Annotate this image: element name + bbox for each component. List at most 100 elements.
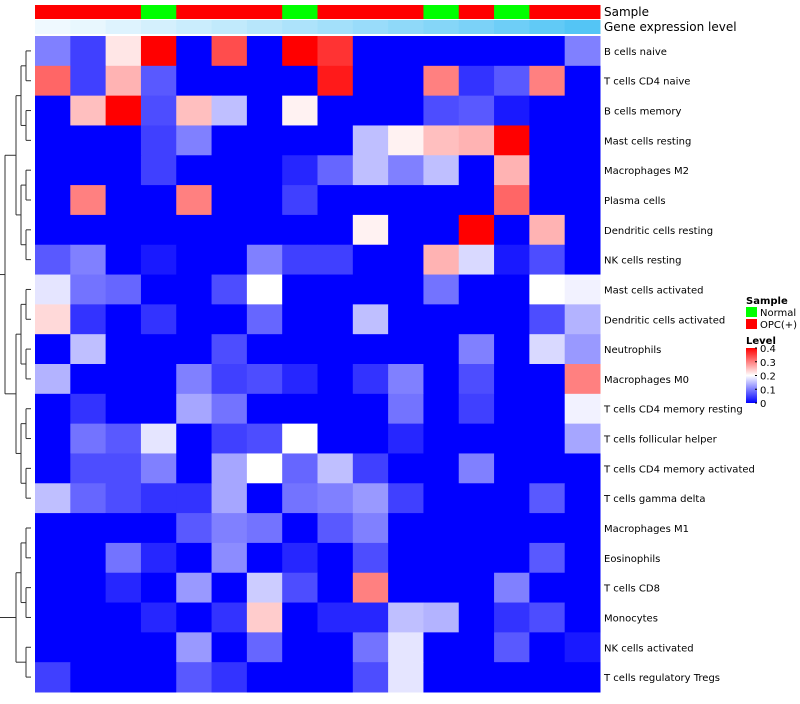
- legend-sample-title: Sample: [746, 296, 788, 307]
- heatmap-cell: [352, 393, 389, 425]
- heatmap-cell: [564, 274, 601, 305]
- heatmap-cell: [35, 244, 71, 276]
- heatmap-cell: [211, 602, 248, 633]
- expression-cell: [35, 20, 71, 34]
- sample-cell: [564, 5, 601, 19]
- heatmap-cell: [317, 214, 354, 246]
- heatmap-cell: [211, 483, 248, 514]
- heatmap-cell: [70, 274, 107, 305]
- heatmap-cell: [564, 65, 601, 97]
- heatmap-cell: [494, 542, 530, 574]
- heatmap-cell: [176, 364, 213, 395]
- heatmap-cell: [564, 244, 601, 276]
- heatmap-cell: [494, 36, 530, 67]
- heatmap-cell: [494, 393, 530, 425]
- legend-swatch-opc: [746, 319, 757, 329]
- heatmap-cell: [388, 214, 424, 246]
- heatmap-cell: [211, 214, 248, 246]
- legend-tick-label: 0.1: [760, 385, 776, 396]
- heatmap-cell: [246, 602, 283, 633]
- heatmap-cell: [105, 393, 142, 425]
- heatmap-cell: [494, 214, 530, 246]
- heatmap-cell: [317, 513, 354, 544]
- heatmap-cell: [246, 155, 283, 186]
- heatmap-cell: [282, 513, 318, 544]
- heatmap-cell: [70, 304, 107, 335]
- heatmap-cell: [317, 483, 354, 514]
- heatmap-cell: [70, 393, 107, 425]
- heatmap-cell: [246, 185, 283, 216]
- heatmap-cell: [494, 274, 530, 305]
- heatmap-cell: [70, 572, 107, 604]
- heatmap-cell: [352, 453, 389, 484]
- heatmap-cell: [317, 602, 354, 633]
- heatmap-cell: [423, 65, 460, 97]
- heatmap-cell: [211, 125, 248, 156]
- heatmap-cell: [352, 274, 389, 305]
- sample-cell: [494, 5, 530, 19]
- heatmap-cell: [317, 185, 354, 216]
- heatmap-cell: [105, 214, 142, 246]
- heatmap-cell: [140, 36, 177, 67]
- heatmap-cell: [317, 95, 354, 126]
- heatmap-cell: [211, 274, 248, 305]
- heatmap-cell: [564, 95, 601, 126]
- heatmap-cell: [176, 542, 213, 574]
- heatmap-cell: [35, 65, 71, 97]
- heatmap-cell: [282, 632, 318, 663]
- heatmap-cell: [211, 632, 248, 663]
- heatmap-cell: [70, 542, 107, 574]
- heatmap-cell: [282, 65, 318, 97]
- heatmap-cell: [494, 423, 530, 454]
- legend-tick-label: 0.2: [760, 372, 776, 383]
- heatmap-cell: [282, 483, 318, 514]
- heatmap-cell: [388, 572, 424, 604]
- heatmap-cell: [529, 364, 566, 395]
- heatmap-cell: [352, 334, 389, 365]
- heatmap-cell: [70, 214, 107, 246]
- heatmap-cell: [494, 632, 530, 663]
- gene-expression-track-label: Gene expression level: [604, 20, 737, 34]
- heatmap-cell: [529, 602, 566, 633]
- heatmap-cell: [176, 423, 213, 454]
- heatmap-cell: [70, 453, 107, 484]
- heatmap-cell: [211, 572, 248, 604]
- heatmap-cells: [35, 36, 601, 693]
- heatmap-cell: [246, 244, 283, 276]
- heatmap-cell: [211, 542, 248, 574]
- heatmap-cell: [246, 36, 283, 67]
- heatmap-cell: [352, 304, 389, 335]
- heatmap-cell: [458, 364, 495, 395]
- heatmap-cell: [564, 364, 601, 395]
- legend-tick-label: 0.3: [760, 358, 776, 369]
- heatmap-cell: [529, 632, 566, 663]
- sample-annotation-track: [35, 5, 601, 19]
- expression-cell: [317, 20, 354, 34]
- heatmap-cell: [564, 483, 601, 514]
- heatmap-cell: [70, 513, 107, 544]
- heatmap-cell: [564, 36, 601, 67]
- heatmap-cell: [423, 125, 460, 156]
- heatmap-cell: [246, 662, 283, 693]
- heatmap-cell: [388, 185, 424, 216]
- heatmap-cell: [246, 125, 283, 156]
- heatmap-cell: [282, 393, 318, 425]
- heatmap-cell: [352, 572, 389, 604]
- heatmap-cell: [140, 572, 177, 604]
- heatmap-cell: [352, 125, 389, 156]
- heatmap-cell: [352, 662, 389, 693]
- heatmap-cell: [176, 453, 213, 484]
- heatmap-cell: [176, 65, 213, 97]
- heatmap-cell: [35, 483, 71, 514]
- heatmap-cell: [176, 662, 213, 693]
- heatmap-cell: [458, 155, 495, 186]
- heatmap-cell: [317, 65, 354, 97]
- heatmap-cell: [105, 483, 142, 514]
- legend-tick-label: 0: [760, 399, 766, 410]
- heatmap-cell: [105, 513, 142, 544]
- heatmap-cell: [494, 513, 530, 544]
- heatmap-cell: [458, 572, 495, 604]
- heatmap-cell: [458, 95, 495, 126]
- heatmap-cell: [458, 542, 495, 574]
- expression-cell: [176, 20, 213, 34]
